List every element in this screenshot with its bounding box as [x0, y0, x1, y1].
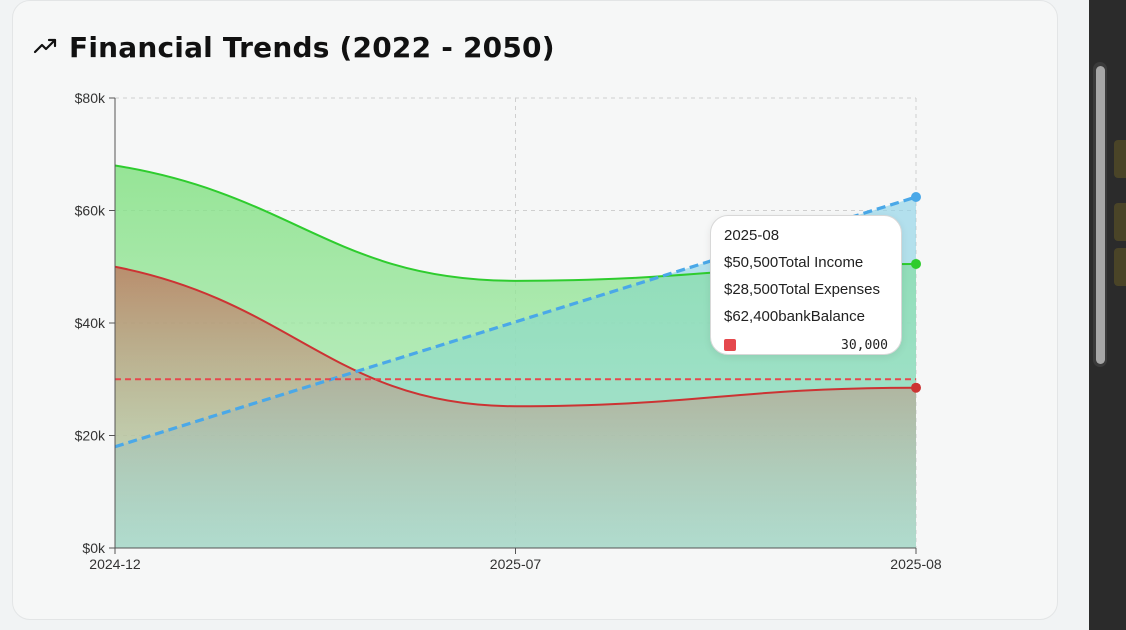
y-tick-label: $80k — [75, 90, 106, 106]
x-tick-label: 2024-12 — [89, 556, 141, 572]
chart-title: Financial Trends (2022 - 2050) — [69, 30, 555, 64]
tooltip-balance-label: bankBalance — [778, 308, 865, 325]
tooltip-date: 2025-08 — [724, 227, 780, 244]
tooltip-income-row: $50,500Total Income — [724, 253, 888, 280]
financial-trends-card: Financial Trends (2022 - 2050) — [12, 0, 1058, 620]
tooltip-expenses-label: Total Expenses — [778, 281, 880, 298]
expenses-line — [114, 265, 917, 408]
tooltip-income-value: $50,500 — [724, 254, 779, 271]
dot-layer — [911, 192, 921, 393]
card-header: Financial Trends (2022 - 2050) — [33, 27, 555, 67]
side-chip[interactable] — [1114, 248, 1126, 286]
y-tick-label: $40k — [75, 315, 106, 331]
side-chip[interactable] — [1114, 140, 1126, 178]
x-tick-label: 2025-08 — [890, 556, 942, 572]
tooltip-reference-row: 30,000 — [724, 334, 888, 356]
area-layer — [115, 165, 916, 548]
tooltip-expenses-value: $28,500 — [724, 281, 779, 298]
income-point — [911, 258, 921, 269]
expenses-point — [911, 382, 921, 393]
expenses-area — [115, 266, 916, 548]
trending-up-icon — [33, 34, 59, 60]
y-tick-label: $0k — [82, 540, 106, 556]
axis-layer: $0k $20k $40k $60k $80k 2024-12 2025-07 2025-08 — [75, 90, 942, 572]
tooltip-expenses-row: $28,500Total Expenses — [724, 280, 888, 307]
financial-trends-chart[interactable]: $0k $20k $40k $60k $80k 2024-12 2025-07 2025-08 — [13, 1, 1058, 620]
y-tick-label: $20k — [75, 428, 106, 444]
tooltip-reference-value: 30,000 — [841, 337, 888, 353]
scrollbar-thumb[interactable] — [1096, 66, 1105, 364]
balance-point — [911, 192, 921, 202]
tooltip-balance-row: $62,400bankBalance — [724, 307, 888, 334]
x-tick-label: 2025-07 — [490, 556, 542, 572]
chart-tooltip: 2025-08 $50,500Total Income $28,500Total… — [710, 215, 902, 355]
tooltip-balance-value: $62,400 — [724, 308, 779, 325]
reference-swatch — [724, 339, 736, 351]
y-tick-label: $60k — [75, 203, 106, 219]
tooltip-income-label: Total Income — [778, 254, 864, 271]
side-chip[interactable] — [1114, 203, 1126, 241]
